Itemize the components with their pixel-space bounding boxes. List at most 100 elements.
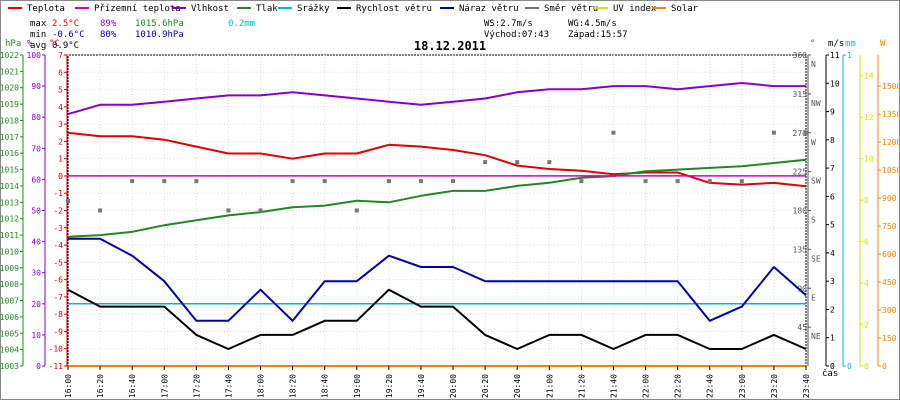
x-tick-label: 20:00: [449, 374, 458, 398]
stats-wind-wg: WG:4.5m/s: [568, 19, 617, 29]
point-sm-r-v-tru: [386, 179, 391, 184]
x-tick-label: 16:00: [64, 374, 73, 398]
tick-label-degC: 4: [58, 103, 63, 112]
x-axis: 16:00 16:20 16:40 17:00 17:20 17:40 18:00 18:20…: [64, 366, 838, 398]
tick-label-pct: 70: [31, 144, 41, 153]
tick-label-hPa: 1003: [0, 362, 19, 371]
legend-label: Solar: [671, 4, 699, 14]
tick-dir-deg: E: [811, 293, 816, 302]
point-sm-r-v-tru: [451, 179, 456, 184]
axis-title-degC: °C: [49, 39, 60, 49]
tick-label-uv: 10: [864, 155, 874, 164]
point-sm-r-v-tru: [675, 179, 680, 184]
tick-label-hPa: 1019: [0, 100, 19, 109]
x-tick-label: 19:00: [353, 374, 362, 398]
x-tick-label: 18:00: [257, 374, 266, 398]
tick-label-pct: 60: [31, 175, 41, 184]
point-sm-r-v-tru: [643, 179, 648, 184]
axis-title-mm: mm: [845, 39, 856, 49]
tick-label-hPa: 1020: [0, 84, 19, 93]
tick-label-degC: 6: [58, 68, 63, 77]
x-tick-label: 16:20: [96, 374, 105, 398]
tick-label-pct: 10: [31, 331, 41, 340]
tick-dir-deg: NW: [811, 99, 821, 108]
legend-label: Srážky: [297, 4, 330, 14]
stats-min-label: min: [30, 30, 46, 40]
tick-label-hPa: 1007: [0, 297, 19, 306]
stats-avg-label: avg: [30, 41, 46, 51]
tick-label-hPa: 1009: [0, 264, 19, 273]
point-sm-r-v-tru: [771, 130, 776, 135]
tick-dir-deg: SW: [811, 177, 821, 186]
point-sm-r-v-tru: [483, 160, 488, 165]
tick-label-deg: 135: [793, 245, 808, 254]
stats-min-hum: 80%: [100, 30, 117, 40]
tick-label-W: 150: [882, 334, 897, 343]
axis-title-W: W: [880, 39, 886, 49]
x-tick-label: 22:20: [674, 374, 683, 398]
tick-label-ms: 4: [830, 249, 835, 258]
x-tick-label: 23:00: [738, 374, 747, 398]
x-tick-label: 18:40: [321, 374, 330, 398]
axis-title-deg: °: [810, 39, 815, 49]
tick-label-hPa: 1017: [0, 133, 19, 142]
tick-label-degC: 3: [58, 120, 63, 129]
tick-label-degC: 1: [58, 155, 63, 164]
legend-label: Teplota: [27, 4, 65, 14]
tick-label-deg: 270: [793, 129, 808, 138]
x-tick-label: 17:20: [192, 374, 201, 398]
point-sm-r-v-tru: [66, 198, 70, 203]
tick-label-pct: 50: [31, 207, 41, 216]
tick-label-W: 1350: [882, 110, 900, 119]
tick-label-uv: 2: [864, 321, 869, 330]
tick-label-ms: 9: [830, 108, 835, 117]
tick-label-ms: 0: [830, 362, 835, 371]
tick-label-hPa: 1012: [0, 215, 19, 224]
tick-label-degC: 2: [58, 137, 63, 146]
tick-label-W: 1500: [882, 82, 900, 91]
tick-label-W: 1050: [882, 166, 900, 175]
tick-label-pct: 20: [31, 300, 41, 309]
tick-label-hPa: 1011: [0, 231, 19, 240]
x-tick-label: 17:00: [160, 374, 169, 398]
point-sm-r-v-tru: [547, 160, 552, 165]
point-sm-r-v-tru: [515, 160, 520, 165]
point-sm-r-v-tru: [290, 179, 295, 184]
tick-label-W: 600: [882, 250, 897, 259]
tick-label-hPa: 1004: [0, 346, 19, 355]
tick-label-degC: 5: [58, 86, 63, 95]
series-line-rychlost-v-tru: [67, 288, 807, 350]
tick-label-uv: 0: [864, 362, 869, 371]
x-tick-label: 21:40: [609, 374, 618, 398]
tick-label-hPa: 1014: [0, 182, 19, 191]
tick-label-W: 0: [882, 362, 887, 371]
tick-label-hPa: 1005: [0, 329, 19, 338]
tick-label-degC: -2: [53, 207, 63, 216]
x-axis-unit: čas: [822, 368, 838, 379]
tick-label-deg: 45: [797, 323, 807, 332]
chart-title: 18.12.2011: [414, 39, 486, 53]
tick-label-uv: 8: [864, 196, 869, 205]
tick-label-hPa: 1015: [0, 166, 19, 175]
tick-label-deg: 315: [793, 90, 808, 99]
x-tick-label: 23:20: [770, 374, 779, 398]
axis-title-hPa: hPa: [5, 39, 21, 49]
tick-label-pct: 100: [27, 51, 42, 60]
tick-label-ms: 8: [830, 136, 835, 145]
tick-label-hPa: 1013: [0, 198, 19, 207]
tick-label-ms: 7: [830, 164, 835, 173]
tick-label-ms: 1: [830, 334, 835, 343]
tick-label-degC: -7: [53, 293, 63, 302]
tick-label-W: 900: [882, 194, 897, 203]
stats-avg-temp: 0.9°C: [52, 41, 79, 51]
point-sm-r-v-tru: [258, 208, 263, 213]
tick-label-ms: 2: [830, 305, 835, 314]
point-sm-r-v-tru: [194, 179, 199, 184]
x-tick-label: 20:20: [481, 374, 490, 398]
tick-label-mm: 0: [847, 362, 852, 371]
tick-label-pct: 30: [31, 269, 41, 278]
series-line-n-raz-v-tru: [68, 237, 807, 322]
tick-label-deg: 180: [793, 207, 808, 216]
stats-min-temp: -0.6°C: [52, 30, 85, 40]
